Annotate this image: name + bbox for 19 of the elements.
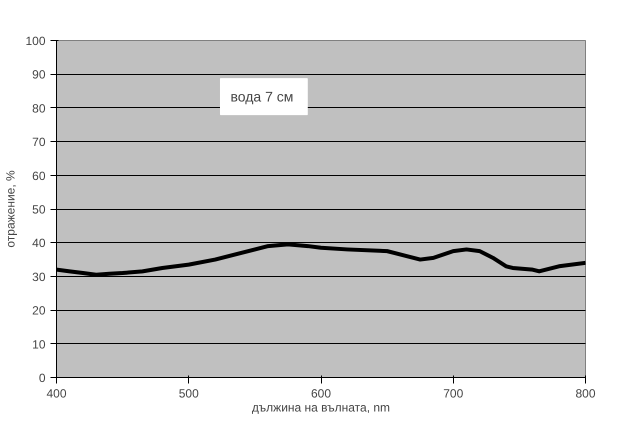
y-tick-label: 70 (32, 135, 46, 150)
y-axis-title: отражение, % (3, 170, 18, 248)
x-tick-label: 800 (575, 386, 596, 400)
x-axis-title: дължина на вълната, nm (252, 400, 390, 414)
x-tick-label: 400 (46, 386, 67, 400)
y-tick-label: 90 (32, 68, 46, 82)
y-tick-label: 50 (32, 202, 46, 216)
y-tick-label: 30 (32, 270, 46, 284)
x-tick-label: 500 (178, 386, 200, 400)
y-tick-label: 100 (25, 34, 46, 48)
annotation: вода 7 см (230, 88, 294, 105)
y-tick-label: 10 (32, 337, 46, 352)
x-tick-label: 600 (310, 386, 332, 400)
y-tick-label: 0 (38, 371, 46, 385)
x-tick-label: 700 (443, 386, 464, 400)
y-tick-label: 60 (32, 168, 46, 183)
y-tick-label: 80 (32, 101, 46, 116)
y-tick-label: 20 (32, 304, 46, 318)
y-tick-label: 40 (32, 236, 46, 250)
